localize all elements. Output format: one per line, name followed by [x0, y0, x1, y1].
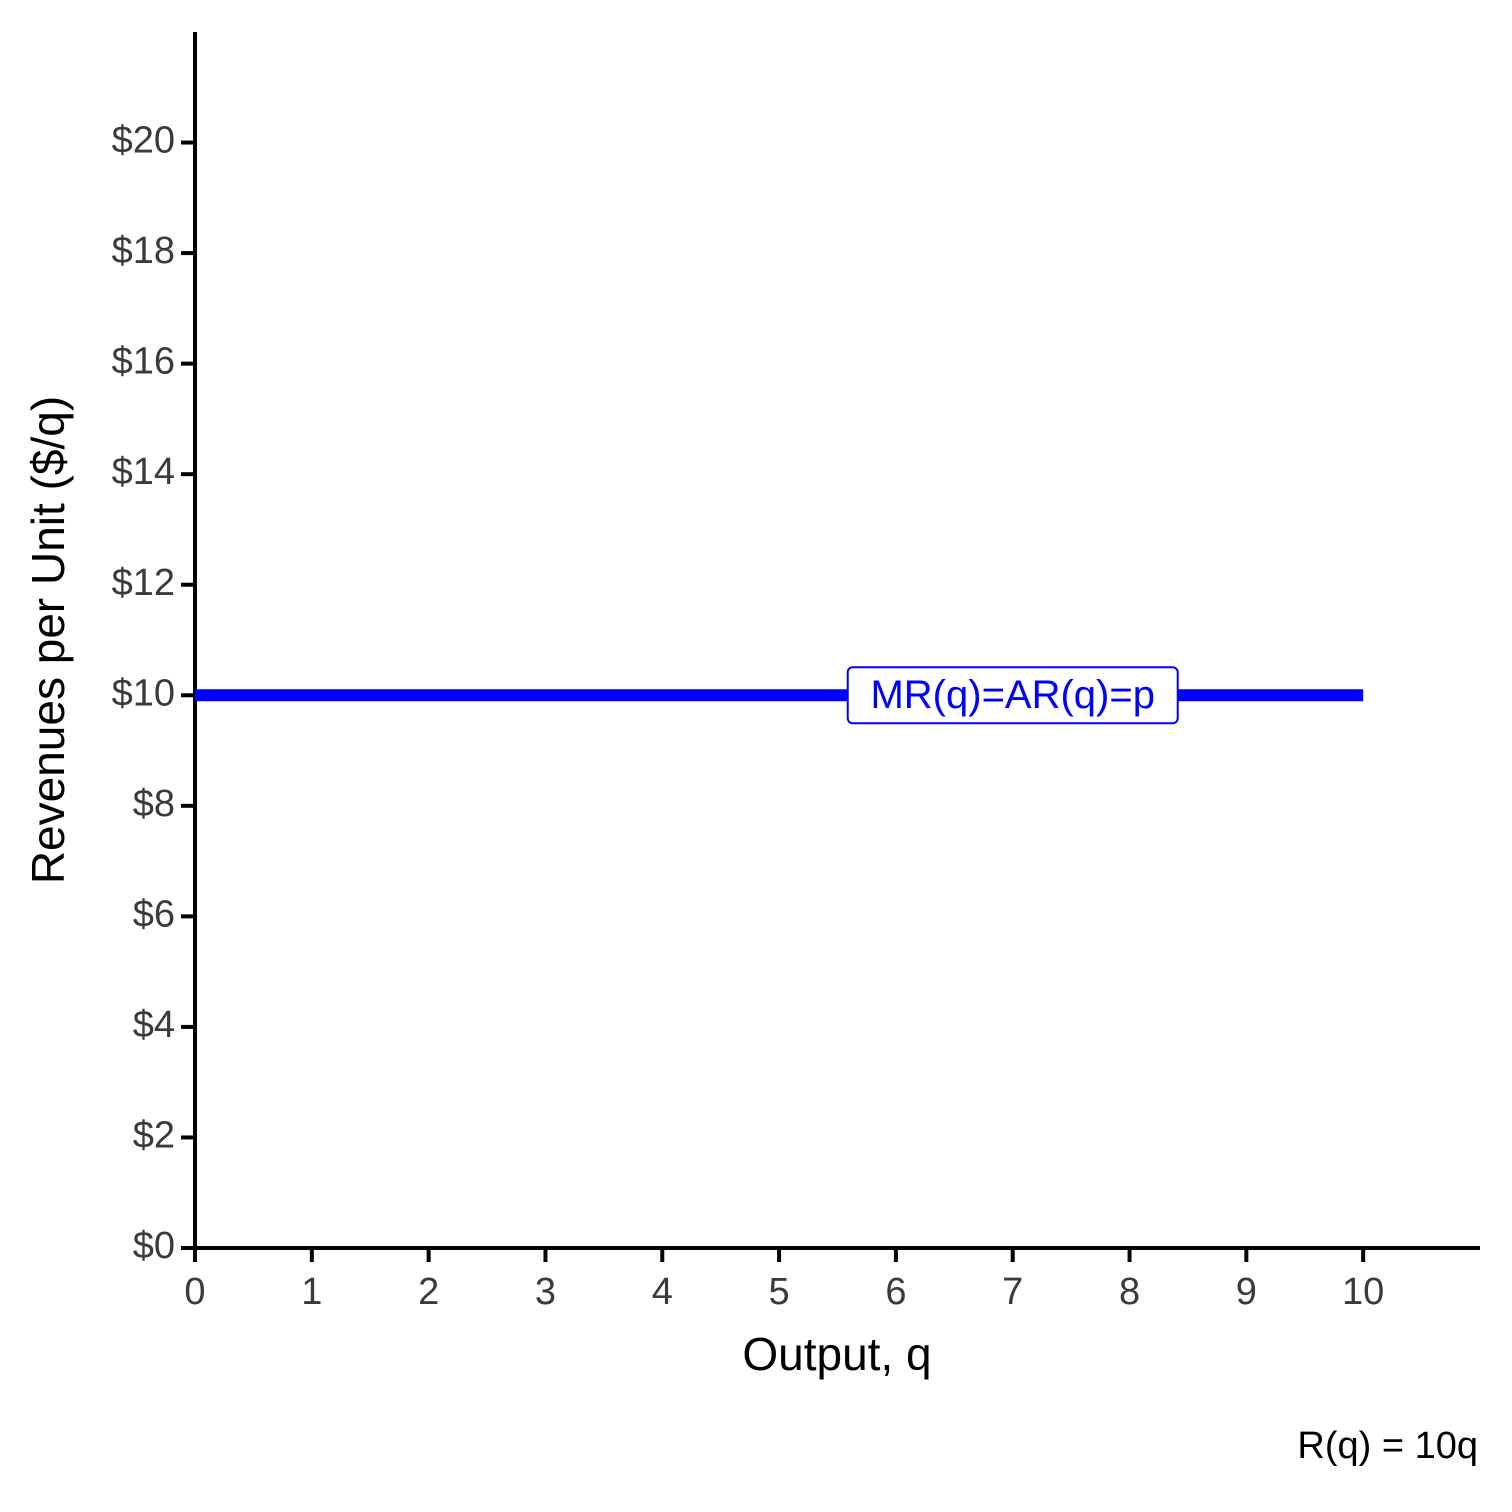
x-tick-label: 7 [1002, 1271, 1023, 1313]
x-tick-label: 8 [1119, 1271, 1140, 1313]
annotation: MR(q)=AR(q)=p [870, 673, 1155, 717]
y-tick-label: $0 [133, 1225, 175, 1267]
x-tick-label: 2 [418, 1271, 439, 1313]
x-tick-label: 10 [1342, 1271, 1384, 1313]
y-tick-label: $4 [133, 1004, 175, 1046]
y-tick-label: $20 [112, 120, 175, 162]
x-tick-label: 1 [301, 1271, 322, 1313]
y-axis-title: Revenues per Unit ($/q) [22, 396, 74, 884]
x-tick-label: 3 [535, 1271, 556, 1313]
annotation-box [846, 666, 1179, 725]
x-tick-label: 9 [1236, 1271, 1257, 1313]
y-tick-label: $12 [112, 562, 175, 604]
x-tick-label: 0 [184, 1271, 205, 1313]
y-tick-label: $18 [112, 230, 175, 272]
x-tick-label: 5 [769, 1271, 790, 1313]
x-tick-label: 6 [885, 1271, 906, 1313]
y-tick-label: $2 [133, 1114, 175, 1156]
y-tick-label: $8 [133, 783, 175, 825]
x-axis-title: Output, q [742, 1328, 931, 1380]
y-tick-label: $16 [112, 341, 175, 383]
x-tick-label: 4 [652, 1271, 673, 1313]
y-tick-label: $10 [112, 672, 175, 714]
y-tick-label: $6 [133, 893, 175, 935]
caption: R(q) = 10q [1297, 1425, 1478, 1467]
y-tick-label: $14 [112, 451, 175, 493]
